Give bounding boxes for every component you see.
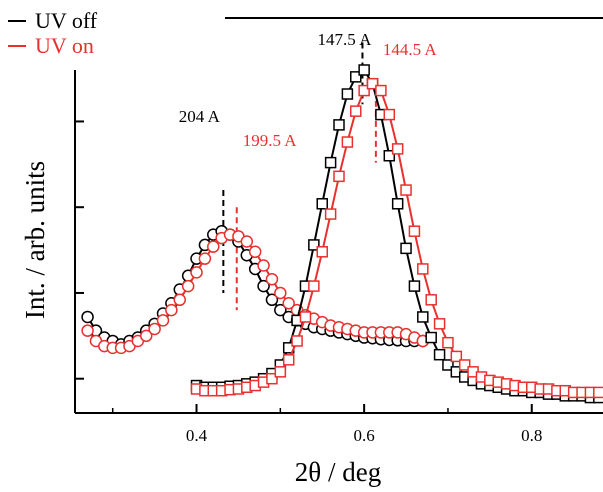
- data-point: [358, 84, 370, 97]
- data-point: [274, 286, 287, 300]
- data-point: [341, 88, 354, 100]
- series-uv-off-squares: [190, 64, 603, 404]
- data-point: [425, 331, 437, 344]
- x-tick-label: 0.6: [354, 426, 375, 445]
- data-point: [333, 170, 345, 183]
- data-point: [358, 64, 370, 76]
- data-point: [81, 310, 94, 324]
- data-point: [308, 239, 320, 251]
- legend-label-uv-off: UV off: [35, 8, 98, 33]
- data-point: [308, 280, 320, 292]
- data-point: [350, 71, 362, 83]
- data-point: [400, 242, 412, 255]
- data-point: [391, 143, 404, 155]
- data-point: [408, 280, 421, 292]
- data-point: [350, 105, 362, 117]
- data-point: [383, 108, 396, 121]
- peak-label: 199.5 A: [243, 131, 298, 150]
- data-point: [257, 259, 270, 272]
- data-point: [316, 246, 328, 258]
- data-point: [425, 294, 437, 306]
- data-point: [207, 240, 220, 253]
- data-point: [81, 324, 94, 337]
- data-point: [156, 314, 170, 327]
- data-point: [324, 156, 337, 169]
- data-point: [299, 311, 312, 323]
- peak-label: 147.5 A: [318, 30, 373, 49]
- data-point: [400, 184, 412, 196]
- x-tick-label: 0.4: [186, 426, 208, 445]
- peak-label: 204 A: [179, 107, 221, 126]
- data-point: [324, 208, 337, 220]
- data-point: [593, 386, 603, 399]
- series-line: [196, 68, 599, 399]
- data-point: [266, 372, 278, 385]
- data-point: [366, 77, 379, 90]
- data-point: [442, 336, 454, 349]
- data-point: [198, 252, 212, 265]
- annotation-layer: 204 A 199.5 A 147.5 A 144.5 A: [179, 30, 438, 150]
- data-point: [391, 198, 404, 210]
- axes: 0.4 0.6 0.8: [74, 17, 603, 445]
- data-point: [282, 354, 295, 366]
- data-point: [375, 84, 387, 97]
- x-axis-label: 2θ / deg: [295, 457, 381, 487]
- data-point: [458, 359, 471, 371]
- data-point: [248, 245, 262, 259]
- data-point: [139, 329, 153, 343]
- data-point: [282, 296, 295, 310]
- peak-label: 144.5 A: [383, 40, 438, 59]
- data-point: [173, 293, 187, 307]
- data-point: [257, 279, 270, 293]
- data-point: [165, 303, 178, 317]
- data-point: [274, 366, 287, 378]
- data-point: [190, 266, 203, 279]
- series-uv-on-squares: [190, 77, 603, 399]
- data-point: [265, 272, 279, 286]
- data-point: [148, 322, 161, 336]
- data-point: [291, 335, 303, 347]
- legend: UV off UV on: [8, 8, 98, 58]
- data-point: [265, 293, 279, 307]
- data-point: [450, 350, 463, 363]
- data-point: [383, 150, 396, 162]
- data-point: [341, 136, 354, 148]
- data-point: [181, 279, 195, 293]
- legend-label-uv-on: UV on: [35, 33, 94, 58]
- data-point: [240, 235, 254, 248]
- data-point: [433, 318, 446, 330]
- data-point: [408, 225, 421, 237]
- series-layer: [81, 64, 603, 404]
- data-point: [274, 303, 287, 317]
- data-point: [442, 359, 454, 371]
- data-point: [417, 311, 429, 323]
- data-point: [433, 348, 446, 361]
- data-point: [333, 119, 345, 131]
- x-tick-label: 0.8: [521, 426, 542, 445]
- data-point: [316, 198, 328, 210]
- y-axis-label: Int. / arb. units: [20, 161, 50, 319]
- data-point: [417, 263, 429, 275]
